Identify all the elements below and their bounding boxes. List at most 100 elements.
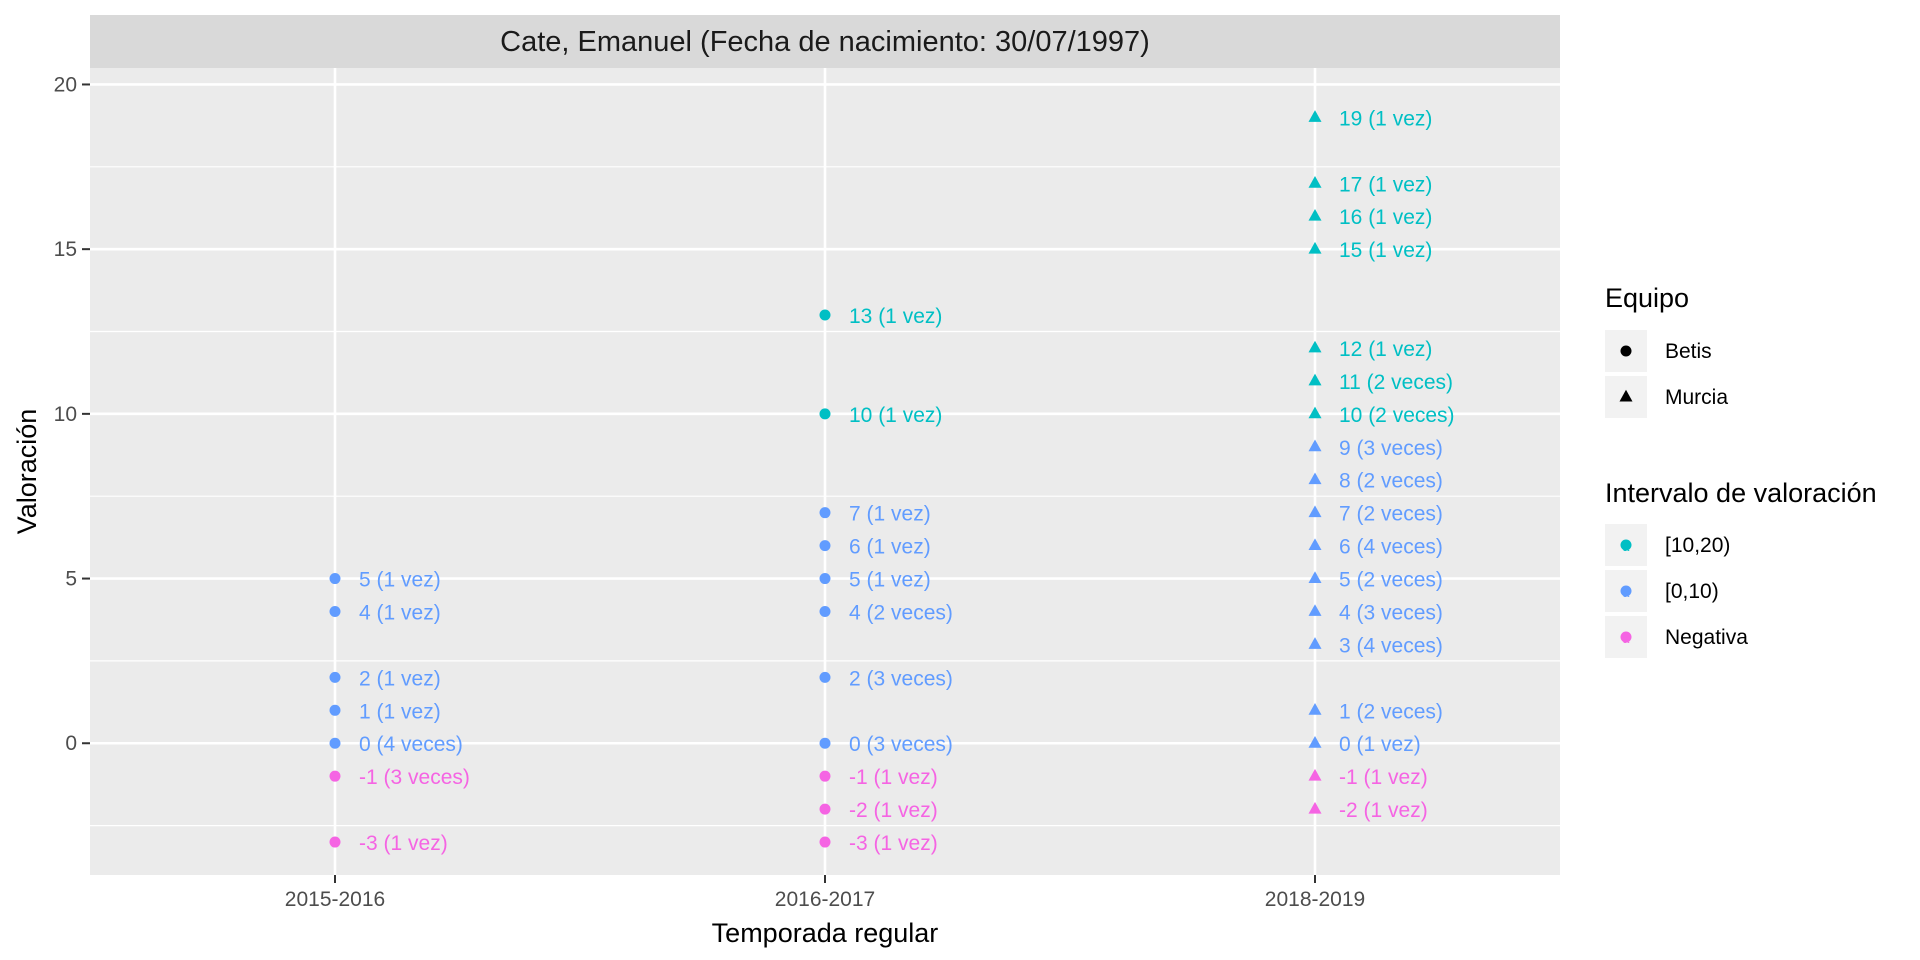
legend-swatch-letter: a <box>1623 632 1630 646</box>
circle-point <box>819 408 831 420</box>
x-tick-label: 2015-2016 <box>285 888 385 911</box>
triangle-point <box>1308 208 1322 221</box>
y-tick-label: 20 <box>54 73 77 96</box>
triangle-point <box>1308 340 1322 353</box>
x-tick-label: 2018-2019 <box>1265 888 1365 911</box>
triangle-point <box>1308 505 1322 518</box>
point-label: -1 (3 veces) <box>359 766 470 789</box>
triangle-point <box>1308 439 1322 452</box>
point-label: 19 (1 vez) <box>1339 107 1432 130</box>
x-axis: 2015-2016 2016-2017 2018-2019 <box>285 875 1365 911</box>
y-tick-label: 15 <box>54 238 77 261</box>
point-label: 3 (4 veces) <box>1339 634 1443 657</box>
point-label: 16 (1 vez) <box>1339 206 1432 229</box>
triangle-point <box>1308 472 1322 485</box>
color-swatch-icon <box>1620 539 1632 551</box>
data-points: 5 (1 vez) 4 (1 vez) 2 (1 vez) 1 (1 vez) 0 (4… <box>329 107 1455 855</box>
point-label: -2 (1 vez) <box>1339 799 1428 822</box>
facet-strip <box>90 15 1560 68</box>
point-label: 10 (1 vez) <box>849 404 942 427</box>
circle-point <box>819 507 831 519</box>
point-label: 11 (2 veces) <box>1339 371 1453 394</box>
circle-point <box>329 671 341 683</box>
y-axis: 0 5 10 15 20 <box>54 73 90 755</box>
triangle-point <box>1308 703 1322 715</box>
triangle-point <box>1308 373 1322 386</box>
point-label: 7 (1 vez) <box>849 503 931 526</box>
point-label: 13 (1 vez) <box>849 305 942 328</box>
y-tick-label: 0 <box>65 732 77 755</box>
triangle-point <box>1308 735 1322 748</box>
point-label: 1 (1 vez) <box>359 700 441 723</box>
triangle-point <box>1308 637 1322 649</box>
point-label: 4 (2 veces) <box>849 601 953 624</box>
legend-title-equipo: Equipo <box>1605 283 1689 313</box>
circle-point <box>329 573 341 585</box>
point-label: -1 (1 vez) <box>849 766 938 789</box>
point-label: 7 (2 veces) <box>1339 503 1443 526</box>
color-swatch-icon <box>1620 631 1632 643</box>
point-label: 0 (1 vez) <box>1339 733 1421 756</box>
circle-icon <box>1620 345 1632 357</box>
point-label: 2 (3 veces) <box>849 667 953 690</box>
circle-point <box>819 309 831 321</box>
circle-point <box>819 605 831 617</box>
circle-point <box>819 737 831 749</box>
y-tick-label: 10 <box>54 403 77 426</box>
point-label: 2 (1 vez) <box>359 667 441 690</box>
point-label: 5 (1 vez) <box>359 569 441 592</box>
legend-swatch-letter: a <box>1623 586 1630 600</box>
legend-swatch-letter: a <box>1623 540 1630 554</box>
legend-label: Murcia <box>1665 386 1728 409</box>
circle-point <box>329 704 341 716</box>
point-label: 4 (3 veces) <box>1339 601 1443 624</box>
point-label: 4 (1 vez) <box>359 601 441 624</box>
legend-label: [0,10) <box>1665 580 1719 603</box>
circle-point <box>329 605 341 617</box>
legend-title-intervalo: Intervalo de valoración <box>1605 478 1877 508</box>
y-tick-label: 5 <box>65 568 77 591</box>
circle-point <box>819 770 831 782</box>
triangle-point <box>1308 604 1322 616</box>
x-axis-title: Temporada regular <box>712 918 939 948</box>
point-label: 5 (1 vez) <box>849 569 931 592</box>
circle-point <box>819 540 831 552</box>
circle-point <box>329 737 341 749</box>
circle-point <box>329 770 341 782</box>
triangle-point <box>1308 538 1322 551</box>
triangle-point <box>1308 768 1322 781</box>
point-label: 12 (1 vez) <box>1339 338 1432 361</box>
legend-label: [10,20) <box>1665 534 1730 557</box>
point-label: -3 (1 vez) <box>359 832 448 855</box>
point-label: 10 (2 veces) <box>1339 404 1455 427</box>
point-label: 8 (2 veces) <box>1339 470 1443 493</box>
legend-label: Negativa <box>1665 626 1748 649</box>
triangle-icon <box>1619 389 1633 402</box>
point-label: 0 (3 veces) <box>849 733 953 756</box>
circle-point <box>819 803 831 815</box>
point-label: 17 (1 vez) <box>1339 173 1432 196</box>
triangle-point <box>1308 801 1322 814</box>
point-label: 9 (3 veces) <box>1339 437 1443 460</box>
point-label: 5 (2 veces) <box>1339 569 1443 592</box>
triangle-point <box>1308 110 1322 122</box>
circle-point <box>819 573 831 585</box>
x-tick-label: 2016-2017 <box>775 888 875 911</box>
triangle-point <box>1308 406 1322 419</box>
point-label: -2 (1 vez) <box>849 799 938 822</box>
circle-point <box>819 671 831 683</box>
point-label: -3 (1 vez) <box>849 832 938 855</box>
triangle-point <box>1308 571 1322 583</box>
point-label: 0 (4 veces) <box>359 733 463 756</box>
point-label: 6 (1 vez) <box>849 536 931 559</box>
legend: Equipo Betis Murcia Intervalo de valoración… <box>1605 283 1877 658</box>
chart-title: Cate, Emanuel (Fecha de nacimiento: 30/0… <box>500 26 1150 58</box>
point-label: -1 (1 vez) <box>1339 766 1428 789</box>
triangle-point <box>1308 241 1322 254</box>
circle-point <box>329 836 341 848</box>
circle-point <box>819 836 831 848</box>
triangle-point <box>1308 176 1322 188</box>
point-label: 1 (2 veces) <box>1339 700 1443 723</box>
y-axis-title: Valoración <box>12 409 42 535</box>
